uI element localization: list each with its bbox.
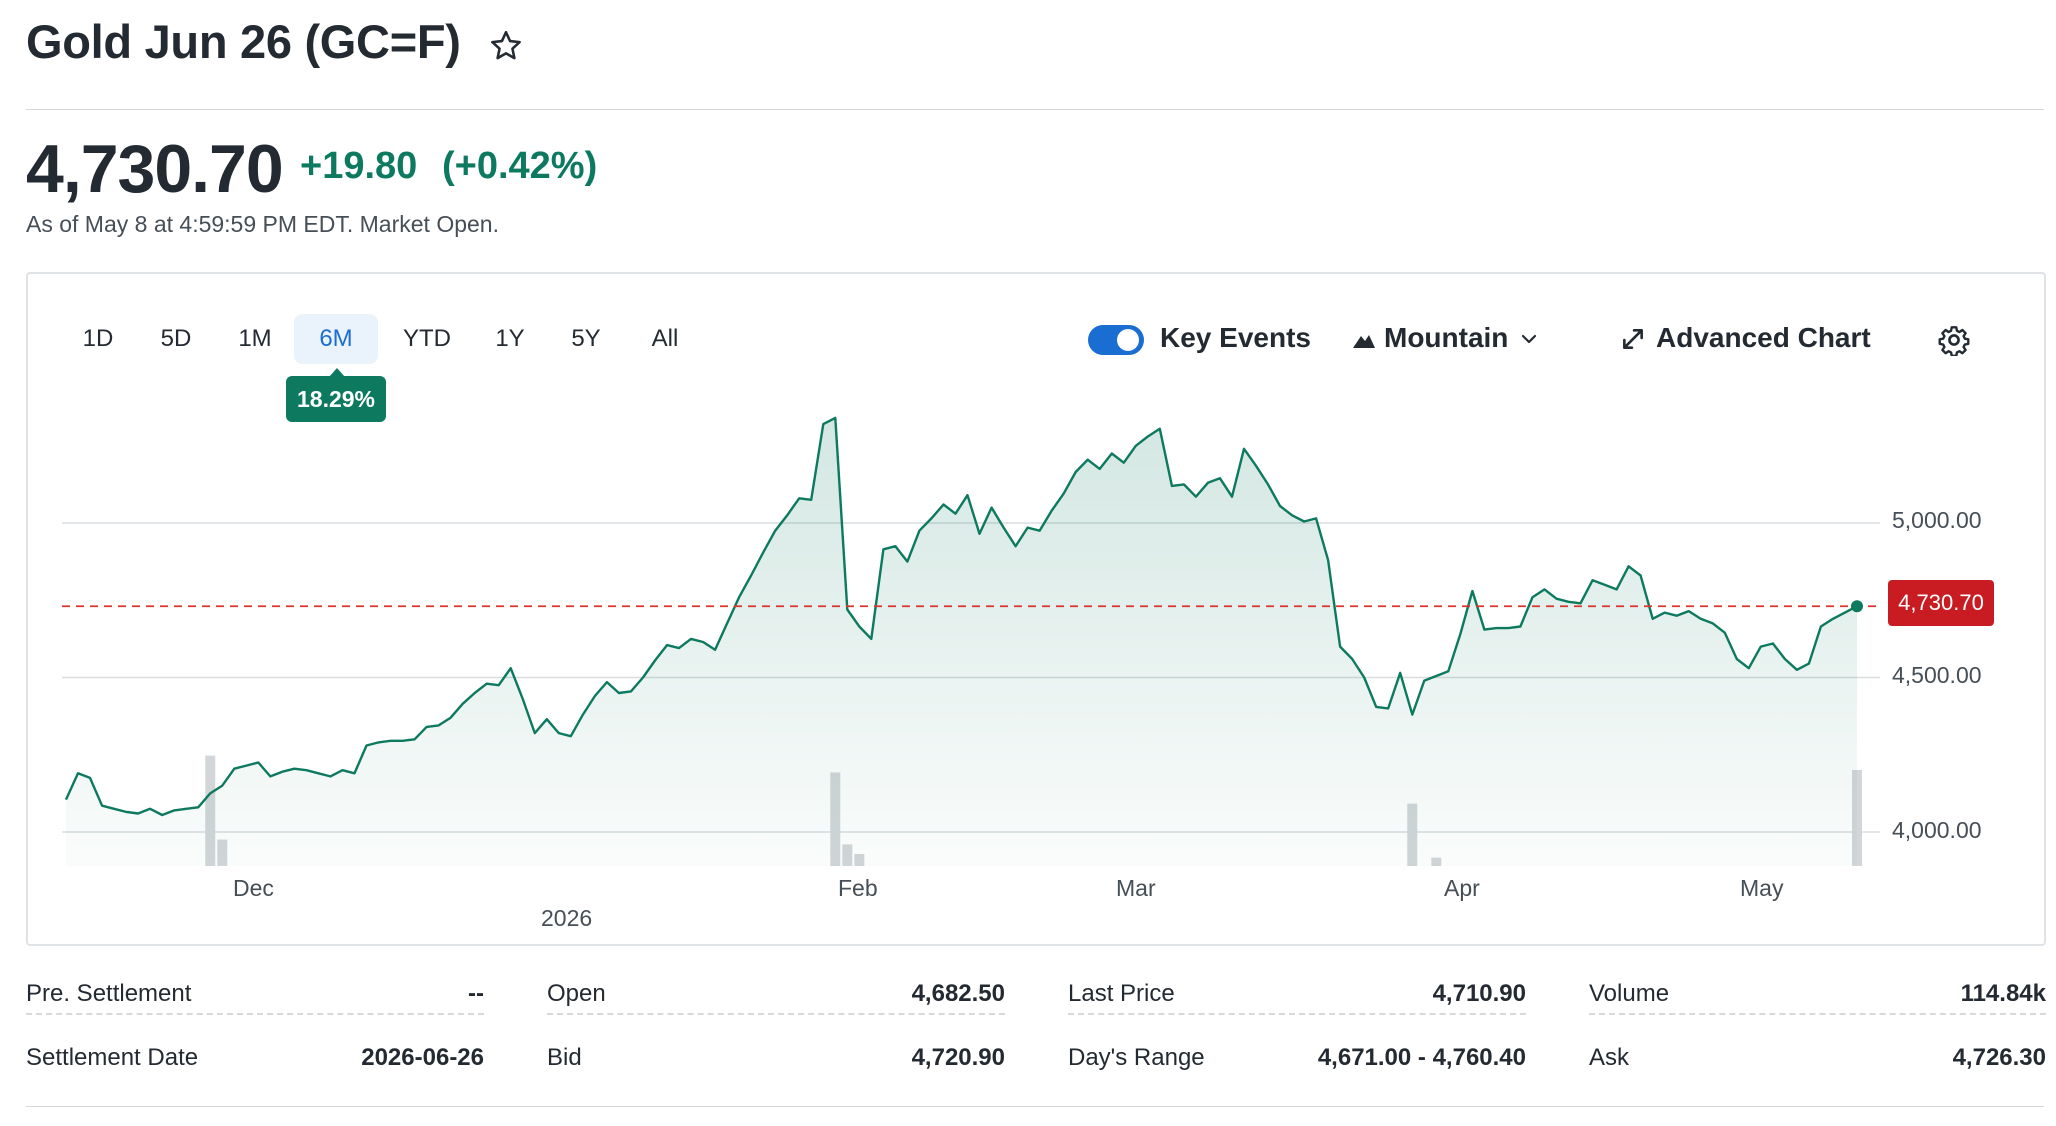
footer-divider [26, 1106, 2044, 1107]
chart-type-dropdown[interactable]: Mountain [1384, 322, 1509, 353]
year-label: 2026 [541, 905, 593, 931]
stat-value-open: 4,682.50 [911, 980, 1005, 1007]
range-tab-5d[interactable]: 5D [160, 325, 192, 352]
stat-label-pre-settlement: Pre. Settlement [26, 980, 192, 1007]
stat-value-pre-settlement: -- [468, 980, 484, 1007]
x-tick-label: Apr [1444, 875, 1480, 901]
stat-divider [26, 1013, 484, 1015]
stat-value-ask: 4,726.30 [1952, 1044, 2046, 1071]
page-title: Gold Jun 26 (GC=F) [26, 15, 461, 68]
range-return-badge: 18.29% [286, 376, 386, 422]
x-tick-label: May [1740, 875, 1784, 901]
chart-card [26, 272, 2046, 946]
stat-label-ask: Ask [1589, 1044, 1630, 1071]
mountain-icon [1353, 335, 1375, 348]
x-tick-label: Mar [1116, 875, 1156, 901]
market-status-timestamp: As of May 8 at 4:59:59 PM EDT. Market Op… [26, 211, 499, 237]
x-tick-label: Feb [838, 875, 878, 901]
expand-arrows-icon [1623, 329, 1643, 349]
star-outline-icon[interactable] [488, 28, 524, 64]
key-events-label: Key Events [1160, 322, 1311, 353]
stat-divider [547, 1013, 1005, 1015]
range-tab-5y[interactable]: 5Y [571, 325, 601, 352]
price-change-percent: (+0.42%) [442, 145, 598, 187]
range-tab-6m[interactable]: 6M [294, 314, 378, 364]
range-tab-1m[interactable]: 1M [238, 325, 272, 352]
stat-label-settlement-date: Settlement Date [26, 1044, 199, 1071]
y-tick-label: 4,000.00 [1892, 817, 1982, 843]
stat-value-settlement-date: 2026-06-26 [361, 1044, 484, 1071]
gear-icon[interactable] [1938, 324, 1970, 356]
stat-label-days-range: Day's Range [1068, 1044, 1205, 1071]
stat-value-days-range: 4,671.00 - 4,760.40 [1317, 1044, 1526, 1071]
price-change: +19.80 [300, 145, 418, 187]
stat-divider [1589, 1013, 2046, 1015]
range-tab-all[interactable]: All [651, 325, 679, 352]
stat-label-volume: Volume [1589, 980, 1670, 1007]
stat-label-bid: Bid [547, 1044, 582, 1071]
y-tick-label: 4,500.00 [1892, 662, 1982, 688]
range-return-caret [329, 368, 345, 377]
stat-value-volume: 114.84k [1960, 980, 2046, 1007]
advanced-chart-button[interactable]: Advanced Chart [1656, 322, 1871, 353]
x-tick-label: Dec [233, 875, 274, 901]
range-tab-ytd[interactable]: YTD [403, 325, 451, 352]
stat-value-last-price: 4,710.90 [1432, 980, 1526, 1007]
current-price: 4,730.70 [26, 131, 284, 207]
range-tab-1d[interactable]: 1D [82, 325, 114, 352]
y-tick-label: 5,000.00 [1892, 507, 1982, 533]
stat-label-last-price: Last Price [1068, 980, 1175, 1007]
stat-divider [1068, 1013, 1526, 1015]
current-price-badge: 4,730.70 [1888, 580, 1994, 626]
header-divider [26, 109, 2044, 110]
toggle-knob [1117, 329, 1139, 351]
stat-label-open: Open [547, 980, 606, 1007]
range-tab-1y[interactable]: 1Y [495, 325, 525, 352]
stat-value-bid: 4,720.90 [911, 1044, 1005, 1071]
chevron-down-icon [1521, 334, 1537, 344]
